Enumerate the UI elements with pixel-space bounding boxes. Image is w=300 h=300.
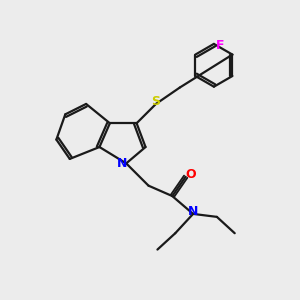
Text: F: F (216, 39, 225, 52)
Text: N: N (117, 157, 127, 170)
Text: O: O (185, 168, 196, 181)
Text: N: N (188, 205, 198, 218)
Text: S: S (152, 95, 160, 108)
